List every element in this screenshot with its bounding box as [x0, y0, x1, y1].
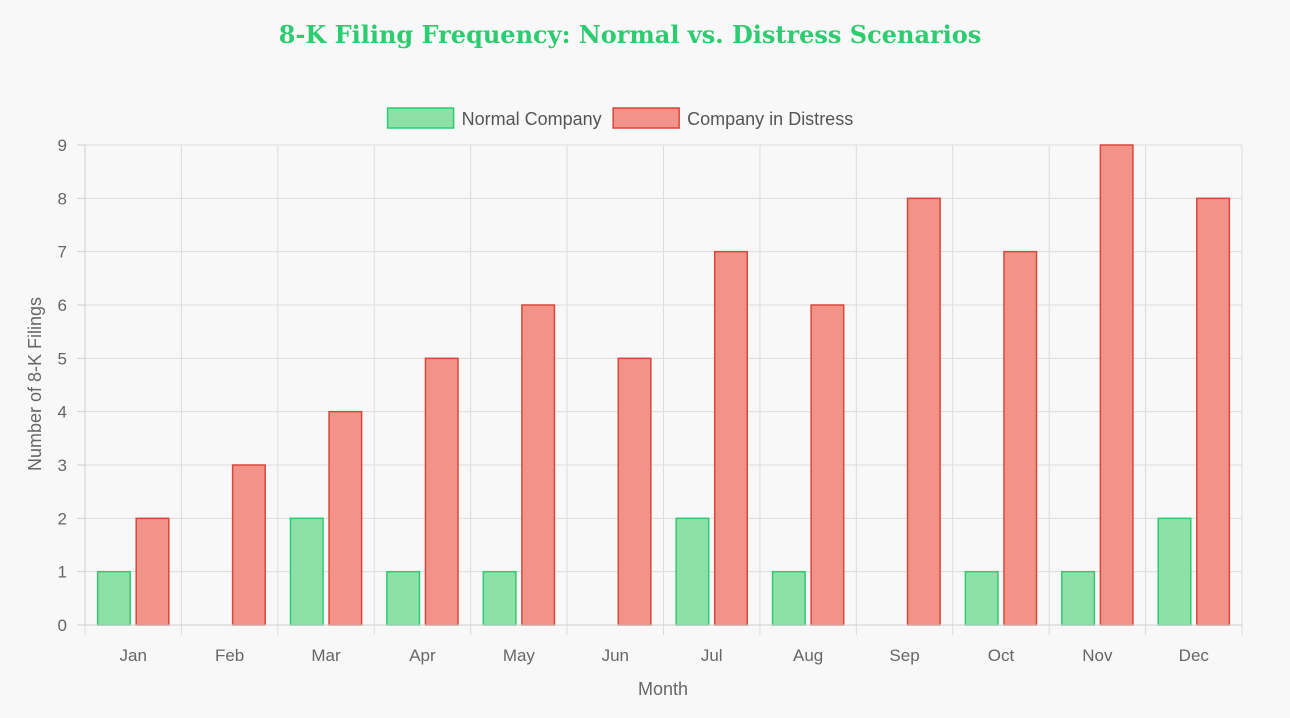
- y-tick-label: 1: [58, 563, 67, 582]
- x-tick-label: Dec: [1179, 646, 1210, 665]
- bar-distress: [1003, 250, 1038, 626]
- bars: [96, 144, 1231, 626]
- bar-distress: [617, 357, 652, 626]
- bar-normal: [482, 570, 517, 626]
- y-tick-label: 4: [58, 403, 67, 422]
- x-tick-label: May: [503, 646, 536, 665]
- bar-distress: [328, 410, 363, 626]
- bar-distress: [231, 464, 266, 626]
- bar-normal: [771, 570, 806, 626]
- bar-distress: [135, 517, 170, 626]
- bar-normal: [96, 570, 131, 626]
- bar-normal: [964, 570, 999, 626]
- x-tick-label: Jun: [602, 646, 629, 665]
- x-tick-label: Mar: [311, 646, 341, 665]
- legend-swatch-distress: [612, 107, 680, 129]
- bar-normal: [386, 570, 421, 626]
- y-tick-label: 5: [58, 349, 67, 368]
- bar-normal: [675, 517, 710, 626]
- bar-distress: [424, 357, 459, 626]
- y-tick-label: 3: [58, 456, 67, 475]
- y-tick-label: 6: [58, 296, 67, 315]
- x-tick-label: Nov: [1082, 646, 1113, 665]
- legend-swatch-normal: [386, 107, 455, 129]
- bar-normal: [289, 517, 324, 626]
- x-tick-label: Feb: [215, 646, 244, 665]
- bar-distress: [521, 304, 556, 626]
- x-tick-label: Oct: [988, 646, 1015, 665]
- y-tick-label: 7: [58, 243, 67, 262]
- axes: 0 1 2 3 4 5 6 7 8 9 Jan Feb Mar Apr May Jun Jul Aug Sep Oct…: [58, 136, 1242, 665]
- bar-distress: [810, 304, 845, 626]
- legend: Normal Company Company in Distress: [386, 107, 853, 129]
- x-tick-label: Jul: [701, 646, 723, 665]
- y-tick-label: 2: [58, 509, 67, 528]
- legend-label-distress: Company in Distress: [687, 109, 853, 129]
- bar-normal: [1157, 517, 1192, 626]
- y-axis-label: Number of 8-K Filings: [25, 297, 45, 471]
- x-tick-label: Apr: [409, 646, 436, 665]
- x-tick-label: Aug: [793, 646, 823, 665]
- y-tick-label: 9: [58, 136, 67, 155]
- x-axis-label: Month: [638, 679, 688, 699]
- y-tick-label: 8: [58, 189, 67, 208]
- bar-normal: [1061, 570, 1096, 626]
- bar-distress: [1099, 144, 1134, 626]
- bar-distress: [1196, 197, 1231, 626]
- y-tick-label: 0: [58, 616, 67, 635]
- bar-distress: [713, 250, 749, 626]
- chart-title: 8-K Filing Frequency: Normal vs. Distres…: [278, 20, 982, 49]
- legend-label-normal: Normal Company: [462, 109, 602, 129]
- bar-distress: [906, 197, 941, 626]
- x-tick-label: Jan: [119, 646, 146, 665]
- x-tick-label: Sep: [889, 646, 919, 665]
